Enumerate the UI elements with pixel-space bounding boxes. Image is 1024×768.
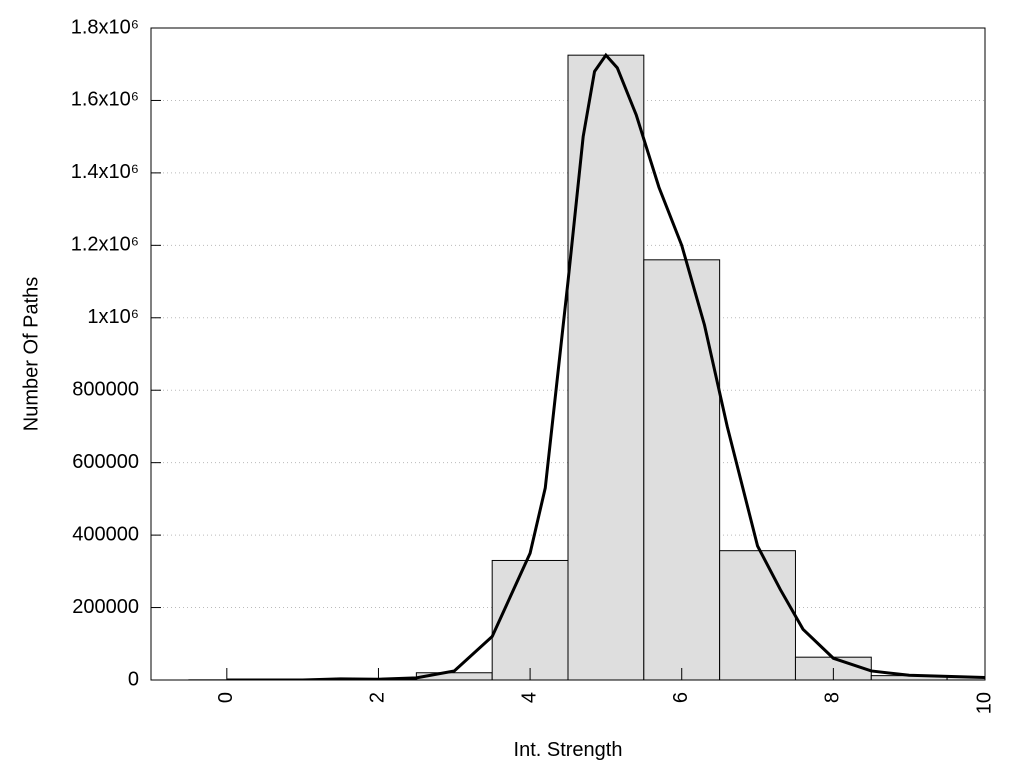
bar	[567, 54, 645, 680]
y-tick-label: 1.2x10⁶	[71, 234, 139, 256]
y-tick-label: 0	[128, 668, 139, 690]
y-tick-label: 800000	[72, 379, 139, 401]
x-tick-label: 4	[518, 692, 540, 703]
x-tick-label: 0	[215, 692, 237, 703]
x-tick-label: 10	[973, 692, 995, 714]
y-tick-label: 600000	[72, 451, 139, 473]
bar	[719, 550, 796, 680]
y-tick-label: 1.6x10⁶	[71, 89, 139, 111]
x-axis-label: Int. Strength	[514, 739, 623, 761]
y-axis-label: Number Of Paths	[20, 277, 42, 432]
y-tick-label: 400000	[72, 523, 139, 545]
x-tick-label: 8	[822, 692, 844, 703]
y-tick-label: 1.4x10⁶	[71, 161, 139, 183]
bar	[643, 259, 721, 680]
y-tick-label: 1x10⁶	[87, 306, 139, 328]
y-tick-label: 1.8x10⁶	[71, 16, 139, 38]
bar	[491, 559, 569, 680]
plot-area	[151, 28, 985, 680]
plot-frame	[150, 27, 986, 681]
y-tick-label: 200000	[72, 596, 139, 618]
x-tick-label: 6	[670, 692, 692, 703]
fit-curve	[226, 52, 985, 680]
x-tick-label: 2	[367, 692, 389, 703]
